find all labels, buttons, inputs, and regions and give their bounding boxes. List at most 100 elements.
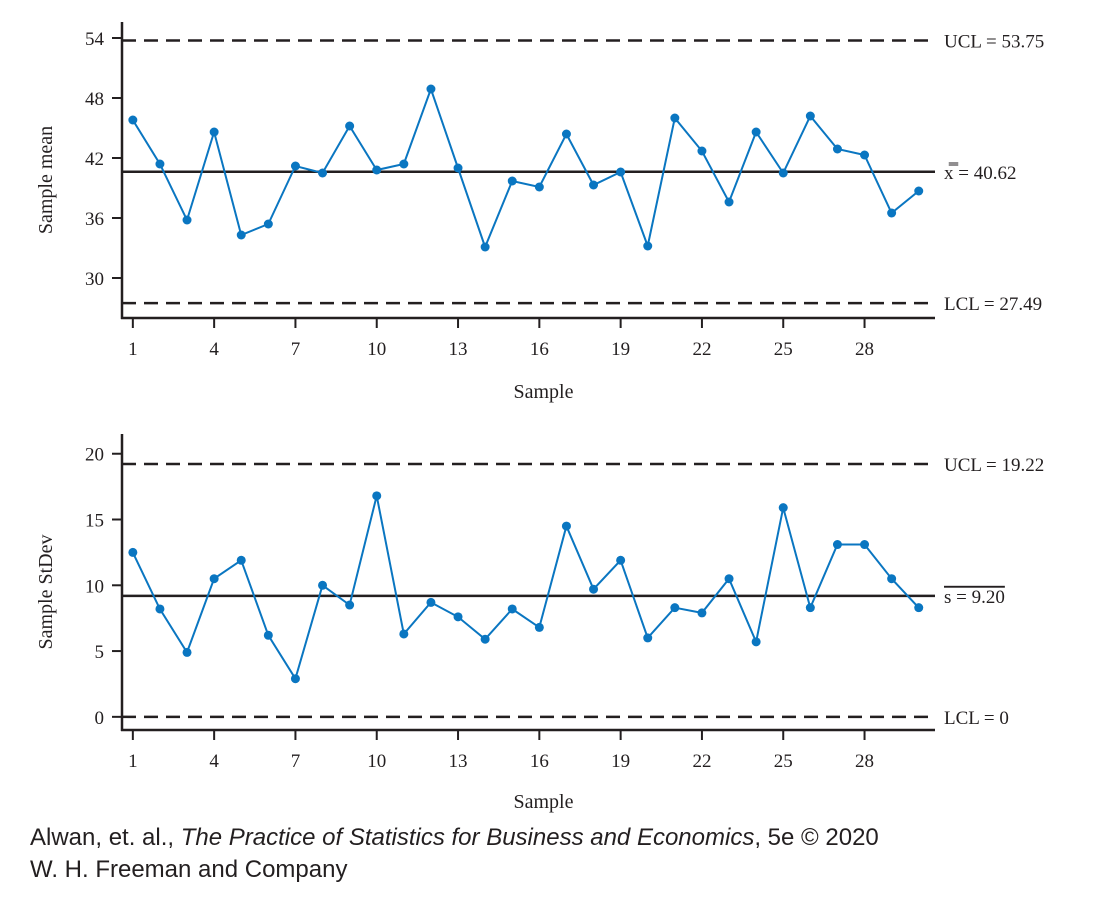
mean-data-point (128, 115, 138, 125)
mean-x-tick-label: 7 (291, 339, 301, 360)
stdev-data-point (832, 540, 842, 550)
stdev-data-point (453, 612, 463, 622)
stdev-data-point (345, 600, 355, 610)
stdev-y-tick-label: 15 (85, 511, 104, 532)
mean-data-point (290, 161, 300, 171)
stdev-chart: 0 5 10 15 20 1 4 7 10 13 16 19 22 25 28 Sample Sample St… (35, 434, 1044, 813)
stdev-data-point (263, 630, 273, 640)
stdev-data-point (914, 603, 924, 613)
stdev-data-point (778, 503, 788, 513)
mean-data-point (751, 127, 761, 137)
stdev-y-axis-title: Sample StDev (35, 535, 57, 650)
mean-y-tick-label: 48 (85, 89, 104, 110)
mean-data-point (887, 208, 897, 218)
mean-x-tick-label: 19 (611, 339, 630, 360)
stdev-data-point (751, 637, 761, 647)
mean-data-point (345, 121, 355, 131)
stdev-data-point (155, 604, 165, 614)
stdev-data-point (290, 674, 300, 684)
stdev-data-point (860, 540, 870, 550)
stdev-data-point (399, 629, 409, 639)
stdev-y-tick-label: 0 (95, 708, 105, 729)
credit-book-title: The Practice of Statistics for Business … (180, 824, 755, 851)
mean-y-tick-label: 30 (85, 269, 104, 290)
mean-x-axis-title: Sample (514, 381, 574, 403)
stdev-data-point (643, 633, 653, 643)
mean-data-point (832, 144, 842, 154)
mean-data-point (480, 242, 490, 252)
stdev-data-point (887, 574, 897, 584)
mean-data-point (616, 167, 626, 177)
mean-data-point (860, 150, 870, 160)
stdev-data-point (616, 555, 626, 565)
credit-publisher: W. H. Freeman and Company (30, 856, 348, 883)
mean-data-point (236, 230, 246, 240)
mean-data-point (561, 129, 571, 139)
stdev-ucl-label: UCL = 19.22 (944, 455, 1044, 476)
mean-data-point (318, 168, 328, 178)
stdev-x-tick-label: 19 (611, 751, 630, 772)
stdev-data-point (697, 608, 707, 618)
mean-data-point (155, 159, 165, 169)
mean-x-tick-label: 13 (449, 339, 468, 360)
stdev-x-tick-label: 10 (367, 751, 386, 772)
stdev-data-point (236, 555, 246, 565)
mean-y-axis-title: Sample mean (35, 126, 57, 234)
mean-chart: 30 36 42 48 54 1 4 7 10 13 16 19 22 25 28 Sample Sample … (35, 22, 1044, 403)
mean-y-tick-label: 36 (85, 209, 104, 230)
credit-authors: Alwan, et. al., (30, 824, 181, 851)
stdev-data-point (589, 584, 599, 594)
stdev-data-point (724, 574, 734, 584)
stdev-x-tick-label: 16 (530, 751, 549, 772)
stdev-data-point (426, 597, 436, 607)
mean-ucl-label: UCL = 53.75 (944, 32, 1044, 53)
mean-data-point (914, 186, 924, 196)
mean-data-point (697, 146, 707, 156)
mean-x-tick-label: 22 (692, 339, 711, 360)
stdev-data-point (372, 491, 382, 501)
stdev-center-label: s = 9.20 (944, 587, 1005, 608)
mean-y-tick-label: 54 (85, 29, 105, 50)
mean-data-point (589, 180, 599, 190)
stdev-y-tick-label: 20 (85, 445, 104, 466)
stdev-data-point (209, 574, 219, 584)
mean-data-point (507, 176, 517, 186)
stdev-data-point (534, 622, 544, 632)
stdev-x-tick-label: 1 (128, 751, 138, 772)
stdev-x-axis-title: Sample (514, 791, 574, 813)
stdev-lcl-label: LCL = 0 (944, 708, 1009, 729)
stdev-data-point (670, 603, 680, 613)
credit-line-1: Alwan, et. al., The Practice of Statisti… (30, 822, 879, 854)
stdev-x-tick-label: 28 (855, 751, 874, 772)
mean-data-point (372, 165, 382, 175)
credit-edition: , 5e © 2020 (754, 824, 879, 851)
stdev-data-point (507, 604, 517, 614)
mean-x-tick-label: 16 (530, 339, 549, 360)
stdev-x-tick-label: 25 (774, 751, 793, 772)
stdev-y-tick-label: 5 (95, 642, 105, 663)
stdev-x-tick-label: 22 (692, 751, 711, 772)
stdev-x-tick-label: 7 (291, 751, 301, 772)
mean-data-point (209, 127, 219, 137)
stdev-data-point (318, 580, 328, 590)
stdev-data-point (805, 603, 815, 613)
stdev-x-tick-label: 4 (209, 751, 219, 772)
mean-center-label: x̿ = 40.62 (944, 162, 1016, 184)
mean-x-tick-label: 10 (367, 339, 386, 360)
mean-y-tick-label: 42 (85, 149, 104, 170)
mean-lcl-label: LCL = 27.49 (944, 294, 1042, 315)
mean-data-point (778, 168, 788, 178)
mean-data-point (426, 84, 436, 94)
stdev-y-tick-label: 10 (85, 576, 104, 597)
stdev-data-point (182, 647, 192, 657)
mean-data-point (670, 113, 680, 123)
mean-x-tick-label: 25 (774, 339, 793, 360)
mean-data-point (263, 219, 273, 229)
mean-x-tick-label: 4 (209, 339, 219, 360)
mean-x-tick-label: 1 (128, 339, 138, 360)
stdev-data-point (561, 521, 571, 531)
mean-data-point (399, 159, 409, 169)
mean-data-point (534, 182, 544, 192)
mean-data-point (453, 163, 463, 173)
